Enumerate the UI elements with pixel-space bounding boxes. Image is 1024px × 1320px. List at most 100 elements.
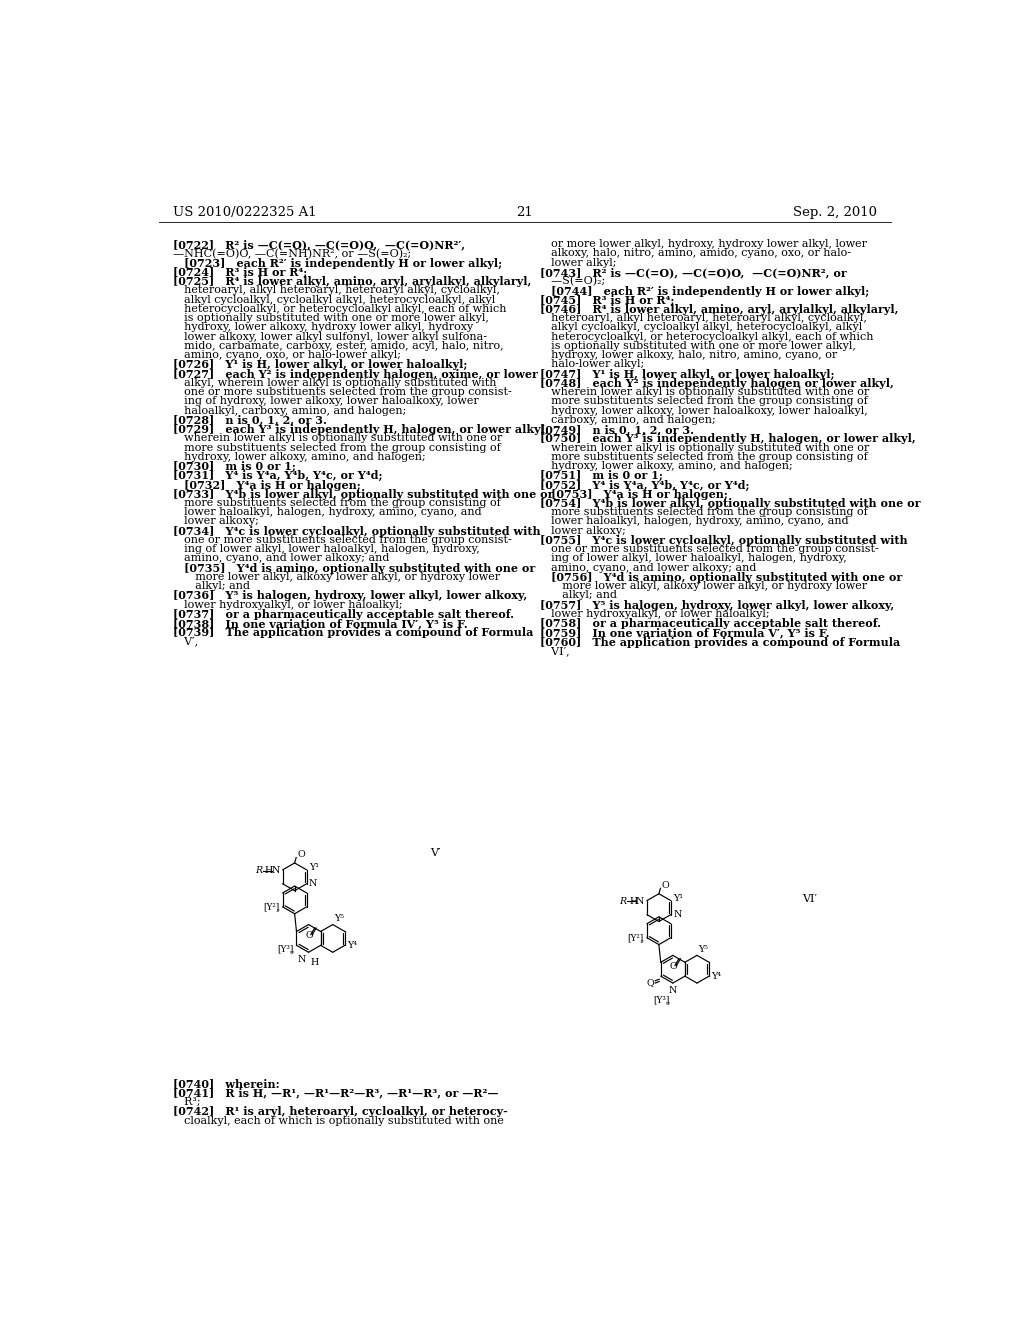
Text: —S(=O)₂;: —S(=O)₂; [541, 276, 605, 286]
Text: one or more substituents selected from the group consist-: one or more substituents selected from t… [541, 544, 879, 554]
Text: lower hydroxyalkyl, or lower haloalkyl;: lower hydroxyalkyl, or lower haloalkyl; [173, 599, 402, 610]
Text: [Y²]: [Y²] [263, 903, 280, 911]
Text: [0740] wherein:: [0740] wherein: [173, 1078, 280, 1089]
Text: VI′,: VI′, [541, 645, 570, 656]
Text: more substituents selected from the group consisting of: more substituents selected from the grou… [541, 507, 868, 517]
Text: N: N [674, 909, 682, 919]
Text: O: O [662, 880, 670, 890]
Text: lower alkoxy;: lower alkoxy; [541, 525, 626, 536]
Text: [0739] The application provides a compound of Formula: [0739] The application provides a compou… [173, 627, 534, 639]
Text: [0753] Y⁴a is H or halogen;: [0753] Y⁴a is H or halogen; [541, 488, 728, 500]
Text: [0729] each Y³ is independently H, halogen, or lower alkyl,: [0729] each Y³ is independently H, halog… [173, 424, 549, 436]
Text: N: N [271, 866, 280, 875]
Text: [0728] n is 0, 1, 2, or 3.: [0728] n is 0, 1, 2, or 3. [173, 414, 327, 426]
Text: [0745] R³ is H or R⁴;: [0745] R³ is H or R⁴; [541, 294, 675, 306]
Text: Q: Q [647, 978, 654, 987]
Text: ⁿ: ⁿ [641, 940, 644, 946]
Text: more substituents selected from the group consisting of: more substituents selected from the grou… [173, 498, 501, 508]
Text: [0733] Y⁴b is lower alkyl, optionally substituted with one or: [0733] Y⁴b is lower alkyl, optionally su… [173, 488, 553, 500]
Text: more substituents selected from the group consisting of: more substituents selected from the grou… [173, 442, 501, 453]
Text: hydroxy, lower alkoxy, amino, and halogen;: hydroxy, lower alkoxy, amino, and haloge… [541, 461, 793, 471]
Text: is optionally substituted with one or more lower alkyl,: is optionally substituted with one or mo… [541, 341, 856, 351]
Text: [0725] R⁴ is lower alkyl, amino, aryl, arylalkyl, alkylaryl,: [0725] R⁴ is lower alkyl, amino, aryl, a… [173, 276, 531, 288]
Text: [Y³]: [Y³] [278, 944, 294, 953]
Text: alkyl, wherein lower alkyl is optionally substituted with: alkyl, wherein lower alkyl is optionally… [173, 378, 497, 388]
Text: [0760] The application provides a compound of Formula: [0760] The application provides a compou… [541, 636, 900, 648]
Text: [0731] Y⁴ is Y⁴a, Y⁴b, Y⁴c, or Y⁴d;: [0731] Y⁴ is Y⁴a, Y⁴b, Y⁴c, or Y⁴d; [173, 470, 382, 482]
Text: wherein lower alkyl is optionally substituted with one or: wherein lower alkyl is optionally substi… [173, 433, 502, 444]
Text: wherein lower alkyl is optionally substituted with one or: wherein lower alkyl is optionally substi… [541, 387, 869, 397]
Text: heterocycloalkyl, or heterocycloalkyl alkyl, each of which: heterocycloalkyl, or heterocycloalkyl al… [173, 304, 507, 314]
Text: hydroxy, lower alkoxy, amino, and halogen;: hydroxy, lower alkoxy, amino, and haloge… [173, 451, 426, 462]
Text: R³;: R³; [173, 1097, 201, 1107]
Text: [0735] Y⁴d is amino, optionally substituted with one or: [0735] Y⁴d is amino, optionally substitu… [173, 562, 536, 574]
Text: alkyl cycloalkyl, cycloalkyl alkyl, heterocycloalkyl, alkyl: alkyl cycloalkyl, cycloalkyl alkyl, hete… [173, 294, 496, 305]
Text: [0747] Y¹ is H, lower alkyl, or lower haloalkyl;: [0747] Y¹ is H, lower alkyl, or lower ha… [541, 368, 835, 380]
Text: H: H [629, 898, 638, 906]
Text: heteroaryl, alkyl heteroaryl, heteroaryl alkyl, cycloalkyl,: heteroaryl, alkyl heteroaryl, heteroaryl… [541, 313, 867, 323]
Text: Y⁵: Y⁵ [698, 945, 709, 953]
Text: [0734] Y⁴c is lower cycloalkyl, optionally substituted with: [0734] Y⁴c is lower cycloalkyl, optional… [173, 525, 541, 537]
Text: R: R [620, 898, 627, 906]
Text: [0737] or a pharmaceutically acceptable salt thereof.: [0737] or a pharmaceutically acceptable … [173, 609, 514, 620]
Text: [0743] R² is —C(=O), —C(=O)O,  —C(=O)NR², or: [0743] R² is —C(=O), —C(=O)O, —C(=O)NR²,… [541, 267, 847, 279]
Text: wherein lower alkyl is optionally substituted with one or: wherein lower alkyl is optionally substi… [541, 442, 869, 453]
Text: amino, cyano, and lower alkoxy; and: amino, cyano, and lower alkoxy; and [173, 553, 389, 564]
Text: Y⁴: Y⁴ [712, 972, 721, 981]
Text: [0755] Y⁴c is lower cycloalkyl, optionally substituted with: [0755] Y⁴c is lower cycloalkyl, optional… [541, 535, 908, 546]
Text: [0742] R¹ is aryl, heteroaryl, cycloalkyl, or heterocy-: [0742] R¹ is aryl, heteroaryl, cycloalky… [173, 1106, 508, 1117]
Text: heteroaryl, alkyl heteroaryl, heteroaryl alkyl, cycloalkyl,: heteroaryl, alkyl heteroaryl, heteroaryl… [173, 285, 500, 296]
Text: [0746] R⁴ is lower alkyl, amino, aryl, arylalkyl, alkylaryl,: [0746] R⁴ is lower alkyl, amino, aryl, a… [541, 304, 899, 315]
Text: V′: V′ [430, 847, 440, 858]
Text: Y¹: Y¹ [309, 863, 319, 873]
Text: [0736] Y⁵ is halogen, hydroxy, lower alkyl, lower alkoxy,: [0736] Y⁵ is halogen, hydroxy, lower alk… [173, 590, 527, 602]
Text: [0749] n is 0, 1, 2, or 3.: [0749] n is 0, 1, 2, or 3. [541, 424, 694, 436]
Text: carboxy, amino, and halogen;: carboxy, amino, and halogen; [541, 414, 716, 425]
Text: [0723] each R²′ is independently H or lower alkyl;: [0723] each R²′ is independently H or lo… [173, 257, 502, 269]
Text: V′,: V′, [173, 636, 198, 647]
Text: N: N [669, 986, 677, 995]
Text: [0732] Y⁴a is H or halogen;: [0732] Y⁴a is H or halogen; [173, 479, 360, 491]
Text: [0744] each R²′ is independently H or lower alkyl;: [0744] each R²′ is independently H or lo… [541, 285, 869, 297]
Text: ing of lower alkyl, lower haloalkyl, halogen, hydroxy,: ing of lower alkyl, lower haloalkyl, hal… [173, 544, 479, 554]
Text: N: N [309, 879, 317, 888]
Text: amino, cyano, and lower alkoxy; and: amino, cyano, and lower alkoxy; and [541, 562, 757, 573]
Text: H: H [310, 958, 318, 966]
Text: lower alkoxy, lower alkyl sulfonyl, lower alkyl sulfona-: lower alkoxy, lower alkyl sulfonyl, lowe… [173, 331, 487, 342]
Text: cloalkyl, each of which is optionally substituted with one: cloalkyl, each of which is optionally su… [173, 1115, 504, 1126]
Text: O: O [305, 932, 313, 940]
Text: [0756] Y⁴d is amino, optionally substituted with one or: [0756] Y⁴d is amino, optionally substitu… [541, 572, 902, 583]
Text: lower haloalkyl, halogen, hydroxy, amino, cyano, and: lower haloalkyl, halogen, hydroxy, amino… [173, 507, 481, 517]
Text: more substituents selected from the group consisting of: more substituents selected from the grou… [541, 451, 868, 462]
Text: heterocycloalkyl, or heterocycloalkyl alkyl, each of which: heterocycloalkyl, or heterocycloalkyl al… [541, 331, 873, 342]
Text: [0754] Y⁴b is lower alkyl, optionally substituted with one or: [0754] Y⁴b is lower alkyl, optionally su… [541, 498, 921, 510]
Text: [0727] each Y² is independently halogen, oxime, or lower: [0727] each Y² is independently halogen,… [173, 368, 538, 380]
Text: alkyl; and: alkyl; and [173, 581, 250, 591]
Text: [Y²]: [Y²] [628, 933, 644, 942]
Text: ing of lower alkyl, lower haloalkyl, halogen, hydroxy,: ing of lower alkyl, lower haloalkyl, hal… [541, 553, 847, 564]
Text: more substituents selected from the group consisting of: more substituents selected from the grou… [541, 396, 868, 407]
Text: ⁿ: ⁿ [276, 909, 280, 915]
Text: hydroxy, lower alkoxy, hydroxy lower alkyl, hydroxy: hydroxy, lower alkoxy, hydroxy lower alk… [173, 322, 473, 333]
Text: Y⁵: Y⁵ [334, 913, 344, 923]
Text: is optionally substituted with one or more lower alkyl,: is optionally substituted with one or mo… [173, 313, 488, 323]
Text: halo-lower alkyl;: halo-lower alkyl; [541, 359, 644, 370]
Text: or more lower alkyl, hydroxy, hydroxy lower alkyl, lower: or more lower alkyl, hydroxy, hydroxy lo… [541, 239, 867, 249]
Text: US 2010/0222325 A1: US 2010/0222325 A1 [173, 206, 316, 219]
Text: H: H [265, 866, 273, 875]
Text: [0738] In one variation of Formula IV′, Y⁵ is F.: [0738] In one variation of Formula IV′, … [173, 618, 468, 630]
Text: ᵐ: ᵐ [289, 950, 294, 957]
Text: alkoxy, halo, nitro, amino, amido, cyano, oxo, or halo-: alkoxy, halo, nitro, amino, amido, cyano… [541, 248, 851, 259]
Text: lower haloalkyl, halogen, hydroxy, amino, cyano, and: lower haloalkyl, halogen, hydroxy, amino… [541, 516, 849, 527]
Text: O: O [670, 962, 677, 972]
Text: hydroxy, lower alkoxy, lower haloalkoxy, lower haloalkyl,: hydroxy, lower alkoxy, lower haloalkoxy,… [541, 405, 868, 416]
Text: more lower alkyl, alkoxy lower alkyl, or hydroxy lower: more lower alkyl, alkoxy lower alkyl, or… [541, 581, 867, 591]
Text: [0741] R is H, —R¹, —R¹—R²—R³, —R¹—R³, or —R²—: [0741] R is H, —R¹, —R¹—R²—R³, —R¹—R³, o… [173, 1088, 499, 1098]
Text: lower alkoxy;: lower alkoxy; [173, 516, 259, 527]
Text: O: O [298, 850, 305, 859]
Text: [0752] Y⁴ is Y⁴a, Y⁴b, Y⁴c, or Y⁴d;: [0752] Y⁴ is Y⁴a, Y⁴b, Y⁴c, or Y⁴d; [541, 479, 750, 491]
Text: [0748] each Y² is independently halogen or lower alkyl,: [0748] each Y² is independently halogen … [541, 378, 894, 389]
Text: [0751] m is 0 or 1;: [0751] m is 0 or 1; [541, 470, 664, 482]
Text: lower hydroxyalkyl, or lower haloalkyl;: lower hydroxyalkyl, or lower haloalkyl; [541, 609, 770, 619]
Text: VI′: VI′ [802, 894, 817, 904]
